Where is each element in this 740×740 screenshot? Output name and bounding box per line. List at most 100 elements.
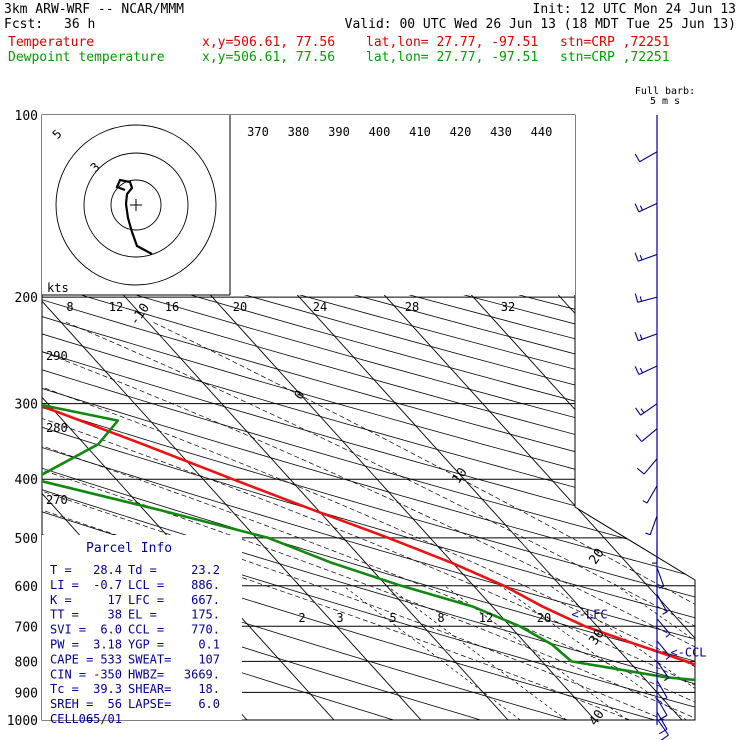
wind-barb-flag xyxy=(634,153,641,162)
moist-adiabat-line xyxy=(42,321,695,720)
theta-e-tick-label: 420 xyxy=(450,125,472,139)
wind-barb-flag xyxy=(634,293,639,303)
mixing-ratio-tick-label: 2 xyxy=(298,611,305,625)
parcel-info-key: CAPE = xyxy=(50,652,93,666)
wind-barb-flag xyxy=(639,368,643,374)
theta-e-tick-label: 380 xyxy=(288,125,310,139)
hodograph-x-tick-label: 24 xyxy=(313,300,327,314)
wind-barb-staff xyxy=(656,711,668,730)
pressure-tick-label: 700 xyxy=(15,620,38,635)
temperature-legend: Temperature xyxy=(8,35,95,50)
hodograph-x-tick-label: 28 xyxy=(405,300,419,314)
parcel-info-key: T = xyxy=(50,563,72,577)
dry-adiabat-line xyxy=(42,115,695,720)
parcel-info-value: 18. xyxy=(198,682,220,696)
isotherm-tick-label: 30 xyxy=(586,627,607,648)
moist-adiabat-line xyxy=(42,321,665,720)
parcel-info-value: 6.0 xyxy=(100,623,122,637)
dry-adiabat-line xyxy=(42,115,695,720)
parcel-info-key: SWEAT= xyxy=(128,652,171,666)
parcel-info-value: 0.1 xyxy=(198,638,220,652)
mixing-ratio-line xyxy=(444,585,628,720)
wind-barb-flag xyxy=(635,407,642,416)
hodograph-x-tick-label: 16 xyxy=(165,300,179,314)
wind-barb-staff xyxy=(638,365,658,376)
mixing-ratio-tick-label: 20 xyxy=(537,611,551,625)
hodograph-kts-label: kts xyxy=(47,281,69,295)
mixing-ratio-line xyxy=(500,585,687,720)
parcel-info-key: CELL = xyxy=(50,712,93,726)
dry-adiabat-line xyxy=(42,115,436,720)
dry-adiabat-line xyxy=(42,115,695,720)
parcel-info-key: LI = xyxy=(50,578,79,592)
moist-adiabat-line xyxy=(152,321,695,720)
wind-legend-title: Full barb: xyxy=(635,86,695,97)
wind-barb-flag xyxy=(658,728,668,735)
parcel-info-value: 667. xyxy=(191,593,220,607)
hodograph-background xyxy=(42,115,575,295)
isotherm-tick-label: 20 xyxy=(586,546,607,567)
dry-adiabat-line xyxy=(42,115,695,720)
parcel-info-key: PW = xyxy=(50,638,79,652)
moist-adiabat-line xyxy=(42,321,695,720)
valid-time: Valid: 00 UTC Wed 26 Jun 13 (18 MDT Tue … xyxy=(344,17,736,32)
wind-barb-staff xyxy=(640,403,658,416)
theta-e-tick-label: 410 xyxy=(409,125,431,139)
mixing-ratio-line xyxy=(343,585,521,720)
wind-barb-flag xyxy=(664,677,669,682)
dry-adiabat-line xyxy=(42,115,695,720)
pressure-tick-label: 400 xyxy=(15,473,38,488)
moist-adiabat-line xyxy=(42,321,695,720)
isotherm-tick-label: 10 xyxy=(449,465,470,486)
wind-barb-flag xyxy=(636,467,645,475)
pressure-tick-label: 1000 xyxy=(7,714,38,729)
theta-e-tick-label: 430 xyxy=(490,125,512,139)
parcel-info-key: Td = xyxy=(128,563,157,577)
temperature-station: stn=CRP ,72251 xyxy=(560,35,670,50)
level-marker-label: <-LFC xyxy=(571,608,607,622)
parcel-info-value: 6.0 xyxy=(198,697,220,711)
parcel-info-value: 065/01 xyxy=(79,712,122,726)
wind-barb-staff xyxy=(641,428,658,442)
parcel-info-value: 3.18 xyxy=(93,638,122,652)
wind-barb-staff xyxy=(656,661,669,679)
parcel-info-value: 175. xyxy=(191,608,220,622)
theta-e-tick-label: 400 xyxy=(369,125,391,139)
pressure-tick-label: 900 xyxy=(15,686,38,701)
parcel-info-key: EL = xyxy=(128,608,157,622)
moist-adiabat-line xyxy=(42,321,695,720)
pressure-tick-label: 100 xyxy=(15,109,38,124)
wind-barb-flag xyxy=(642,500,648,504)
parcel-info-key: LCL = xyxy=(128,578,164,592)
dry-adiabat-line xyxy=(42,115,695,720)
wind-barb-staff xyxy=(656,618,671,635)
hodograph-ring xyxy=(83,152,189,258)
mixing-ratio-tick-label: 8 xyxy=(437,611,444,625)
wind-barb-flag xyxy=(640,408,645,414)
wind-barb-flag xyxy=(634,252,639,262)
wind-barb-flag xyxy=(658,585,665,589)
temperature-profile xyxy=(42,115,695,720)
pressure-tick-label: 300 xyxy=(15,398,38,413)
parcel-info-value: 23.2 xyxy=(191,563,220,577)
parcel-info-key: LFC = xyxy=(128,593,164,607)
parcel-info-key: SVI = xyxy=(50,623,86,637)
hodograph-x-tick-label: 20 xyxy=(233,300,247,314)
parcel-info-value: 56 xyxy=(108,697,122,711)
wind-barb-flag xyxy=(639,296,643,302)
parcel-info-value: 770. xyxy=(191,623,220,637)
dewpoint-profile xyxy=(42,115,695,720)
parcel-info-value: 17 xyxy=(108,593,122,607)
parcel-info-title: Parcel Info xyxy=(86,541,172,556)
isotherm-tick-label: 40 xyxy=(586,707,607,728)
theta-e-tick-label: 370 xyxy=(247,125,269,139)
dry-adiabat-line xyxy=(42,115,695,720)
pressure-tick-label: 600 xyxy=(15,580,38,595)
wind-barb-staff xyxy=(637,296,658,303)
dewpoint-station: stn=CRP ,72251 xyxy=(560,50,670,65)
hodograph-ring xyxy=(55,124,217,286)
wind-barb-staff xyxy=(639,151,658,163)
parcel-info-value: 39.3 xyxy=(93,682,122,696)
wind-barb-flag xyxy=(639,334,643,340)
